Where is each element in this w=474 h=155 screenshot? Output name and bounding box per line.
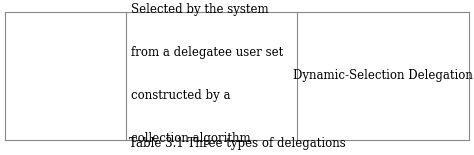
- Text: Dynamic-Selection Delegation: Dynamic-Selection Delegation: [293, 69, 473, 82]
- Text: Selected by the system

from a delegatee user set

constructed by a

collection : Selected by the system from a delegatee …: [131, 3, 283, 145]
- Text: Table 3.1 Three types of delegations: Table 3.1 Three types of delegations: [128, 137, 346, 150]
